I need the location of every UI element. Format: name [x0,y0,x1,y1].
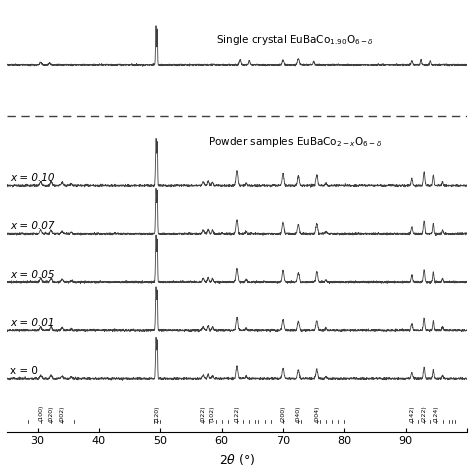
Text: x = 0: x = 0 [10,366,38,376]
Text: (200): (200) [281,405,285,421]
Text: x = 0.07: x = 0.07 [10,221,55,231]
Text: x = 0.10: x = 0.10 [10,173,55,183]
Text: (142): (142) [410,405,414,422]
Text: Single crystal EuBaCo$_{1.90}$O$_{6-\delta}$: Single crystal EuBaCo$_{1.90}$O$_{6-\del… [216,33,374,46]
Text: (004): (004) [314,405,319,421]
X-axis label: 2$\theta$ (°): 2$\theta$ (°) [219,452,255,467]
Text: (122): (122) [235,405,239,422]
Text: x = 0.05: x = 0.05 [10,270,55,280]
Text: (022): (022) [201,405,206,422]
Text: x = 0.01: x = 0.01 [10,318,55,328]
Text: (100): (100) [38,405,43,421]
Text: (102): (102) [210,405,215,421]
Text: (124): (124) [434,405,439,422]
Text: (020): (020) [49,405,54,421]
Text: (120): (120) [155,405,160,421]
Text: (002): (002) [60,405,64,421]
Text: (040): (040) [296,405,301,421]
Text: (222): (222) [421,405,427,422]
Text: Powder samples EuBaCo$_{2-x}$O$_{6-\delta}$: Powder samples EuBaCo$_{2-x}$O$_{6-\delt… [208,135,383,149]
